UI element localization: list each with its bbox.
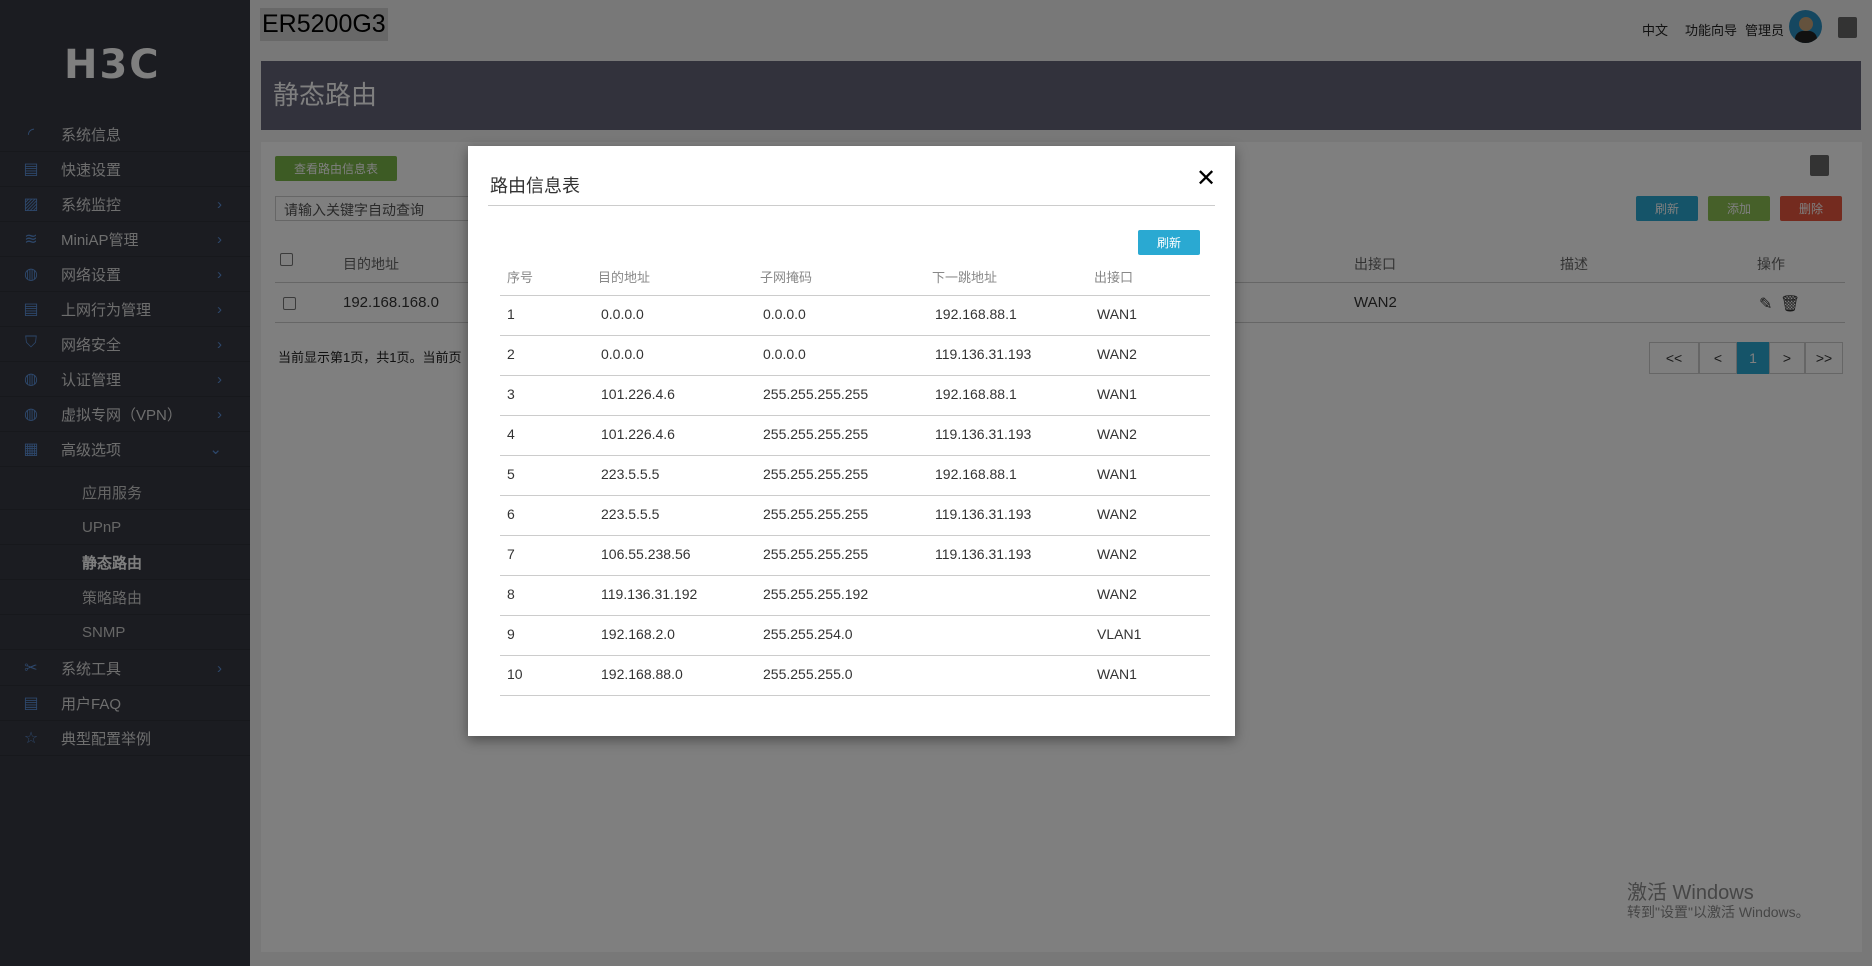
table-row: 9 192.168.2.0 255.255.254.0 VLAN1 [468, 615, 1235, 655]
table-cell: 0.0.0.0 [601, 306, 644, 322]
table-cell: 223.5.5.5 [601, 466, 660, 482]
table-cell: 0.0.0.0 [763, 346, 806, 362]
table-cell: 255.255.254.0 [763, 626, 853, 642]
close-icon[interactable]: ✕ [1196, 165, 1217, 192]
table-cell: 2 [507, 346, 515, 362]
table-cell: VLAN1 [1097, 626, 1142, 642]
table-cell: 0.0.0.0 [763, 306, 806, 322]
table-cell: WAN2 [1097, 346, 1137, 362]
row-divider [500, 535, 1210, 536]
row-divider [500, 575, 1210, 576]
table-cell: 6 [507, 506, 515, 522]
table-cell: 3 [507, 386, 515, 402]
table-cell: 255.255.255.255 [763, 506, 869, 522]
row-divider [500, 335, 1210, 336]
divider [488, 205, 1215, 206]
table-cell: WAN2 [1097, 586, 1137, 602]
table-cell: WAN2 [1097, 426, 1137, 442]
table-row: 3 101.226.4.6 255.255.255.255 192.168.88.1 W… [468, 375, 1235, 415]
row-divider [500, 455, 1210, 456]
table-cell: 255.255.255.0 [763, 666, 853, 682]
modal-column-header: 下一跳地址 [932, 270, 998, 285]
table-cell: 9 [507, 626, 515, 642]
table-cell: 255.255.255.192 [763, 586, 869, 602]
table-cell: 255.255.255.255 [763, 426, 869, 442]
table-cell: 106.55.238.56 [601, 546, 691, 562]
table-cell: 192.168.88.1 [935, 386, 1017, 402]
table-cell: 192.168.2.0 [601, 626, 675, 642]
table-cell: WAN2 [1097, 546, 1137, 562]
table-cell: WAN1 [1097, 466, 1137, 482]
table-cell: 192.168.88.1 [935, 466, 1017, 482]
table-cell: 119.136.31.193 [935, 426, 1032, 442]
table-cell: 8 [507, 586, 515, 602]
table-cell: WAN1 [1097, 666, 1137, 682]
row-divider [500, 655, 1210, 656]
modal-refresh-button[interactable]: 刷新 [1138, 230, 1200, 255]
modal-title: 路由信息表 [490, 176, 580, 196]
table-cell: 119.136.31.193 [935, 546, 1032, 562]
modal-column-header: 目的地址 [598, 270, 651, 285]
table-cell: WAN1 [1097, 386, 1137, 402]
table-row: 7 106.55.238.56 255.255.255.255 119.136.31.… [468, 535, 1235, 575]
row-divider [500, 295, 1210, 296]
table-cell: 119.136.31.193 [935, 346, 1032, 362]
row-divider [500, 375, 1210, 376]
table-cell: WAN2 [1097, 506, 1137, 522]
row-divider [500, 695, 1210, 696]
table-cell: 192.168.88.0 [601, 666, 683, 682]
table-cell: WAN1 [1097, 306, 1137, 322]
table-cell: 10 [507, 666, 523, 682]
table-row: 6 223.5.5.5 255.255.255.255 119.136.31.193 W… [468, 495, 1235, 535]
table-row: 8 119.136.31.192 255.255.255.192 WAN2 [468, 575, 1235, 615]
table-row: 1 0.0.0.0 0.0.0.0 192.168.88.1 WAN1 [468, 295, 1235, 335]
route-info-modal: 路由信息表 ✕ 刷新 序号 目的地址 子网掩码 下一跳地址 出接口 1 0.0.0.0 0.0… [468, 146, 1235, 736]
table-cell: 7 [507, 546, 515, 562]
table-cell: 192.168.88.1 [935, 306, 1017, 322]
table-cell: 5 [507, 466, 515, 482]
table-row: 10 192.168.88.0 255.255.255.0 WAN1 [468, 655, 1235, 695]
table-cell: 255.255.255.255 [763, 386, 869, 402]
table-cell: 101.226.4.6 [601, 386, 675, 402]
table-cell: 4 [507, 426, 515, 442]
table-cell: 119.136.31.192 [601, 586, 698, 602]
table-row: 2 0.0.0.0 0.0.0.0 119.136.31.193 WAN2 [468, 335, 1235, 375]
table-row: 5 223.5.5.5 255.255.255.255 192.168.88.1 WAN… [468, 455, 1235, 495]
table-cell: 0.0.0.0 [601, 346, 644, 362]
row-divider [500, 495, 1210, 496]
modal-column-header: 序号 [507, 270, 534, 285]
row-divider [500, 615, 1210, 616]
row-divider [500, 415, 1210, 416]
table-cell: 101.226.4.6 [601, 426, 675, 442]
table-cell: 255.255.255.255 [763, 466, 869, 482]
modal-column-header: 出接口 [1094, 270, 1134, 285]
table-cell: 1 [507, 306, 515, 322]
table-cell: 255.255.255.255 [763, 546, 869, 562]
table-cell: 223.5.5.5 [601, 506, 660, 522]
modal-column-header: 子网掩码 [760, 270, 813, 285]
table-cell: 119.136.31.193 [935, 506, 1032, 522]
table-row: 4 101.226.4.6 255.255.255.255 119.136.31.19… [468, 415, 1235, 455]
